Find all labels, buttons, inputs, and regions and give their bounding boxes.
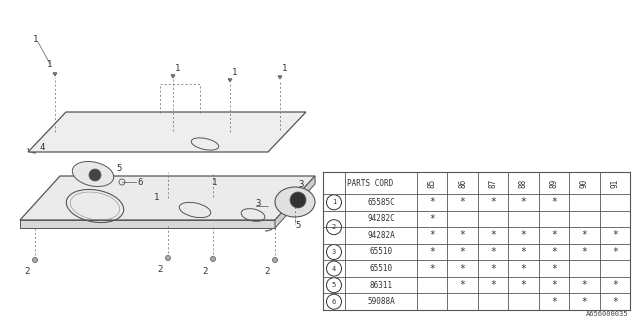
Text: 1: 1	[282, 63, 288, 73]
Text: 2: 2	[24, 268, 29, 276]
Text: 6: 6	[332, 299, 336, 305]
Text: *: *	[612, 247, 618, 257]
Text: A656000035: A656000035	[586, 311, 628, 317]
Text: *: *	[551, 197, 557, 207]
Text: 1: 1	[33, 35, 38, 44]
Circle shape	[33, 258, 38, 262]
Circle shape	[89, 169, 101, 181]
Text: 1: 1	[154, 194, 160, 203]
Text: *: *	[551, 230, 557, 240]
Text: 2: 2	[332, 224, 336, 230]
Text: 3: 3	[332, 249, 336, 255]
Text: 5: 5	[295, 221, 301, 230]
Text: *: *	[460, 197, 465, 207]
Text: *: *	[581, 247, 588, 257]
Text: 86: 86	[458, 178, 467, 188]
Ellipse shape	[275, 187, 315, 217]
Text: PARTS CORD: PARTS CORD	[347, 179, 393, 188]
Text: 90: 90	[580, 178, 589, 188]
Text: *: *	[520, 247, 527, 257]
Polygon shape	[20, 220, 275, 228]
Text: *: *	[460, 247, 465, 257]
Text: 65510: 65510	[369, 264, 392, 273]
Text: *: *	[429, 264, 435, 274]
Text: 1: 1	[47, 60, 52, 68]
Polygon shape	[20, 176, 315, 220]
Text: *: *	[520, 230, 527, 240]
Text: 2: 2	[202, 267, 208, 276]
Text: *: *	[429, 247, 435, 257]
Text: *: *	[551, 280, 557, 290]
Text: *: *	[429, 214, 435, 224]
Text: *: *	[490, 247, 496, 257]
Text: *: *	[520, 280, 527, 290]
Text: *: *	[460, 264, 465, 274]
Text: 88: 88	[519, 178, 528, 188]
Text: 1: 1	[175, 63, 180, 73]
Text: 94282C: 94282C	[367, 214, 395, 223]
Text: 91: 91	[611, 178, 620, 188]
Ellipse shape	[72, 162, 114, 187]
Text: *: *	[490, 264, 496, 274]
Text: *: *	[460, 280, 465, 290]
Text: 3: 3	[298, 180, 304, 188]
Text: *: *	[490, 280, 496, 290]
Polygon shape	[172, 75, 175, 78]
Text: 3: 3	[255, 199, 260, 209]
Text: *: *	[612, 230, 618, 240]
Text: *: *	[581, 230, 588, 240]
Text: *: *	[612, 280, 618, 290]
Text: 2: 2	[157, 266, 163, 275]
Text: *: *	[460, 230, 465, 240]
Text: *: *	[490, 197, 496, 207]
Text: 1: 1	[332, 199, 336, 205]
Text: *: *	[490, 230, 496, 240]
Polygon shape	[278, 76, 282, 79]
Text: *: *	[551, 264, 557, 274]
Polygon shape	[275, 176, 315, 228]
Circle shape	[290, 192, 306, 208]
Text: 89: 89	[549, 178, 559, 188]
Text: *: *	[429, 197, 435, 207]
Text: 65585C: 65585C	[367, 198, 395, 207]
Text: 65510: 65510	[369, 247, 392, 257]
Circle shape	[166, 255, 170, 260]
Text: 87: 87	[488, 178, 497, 188]
Text: *: *	[581, 297, 588, 307]
Polygon shape	[228, 79, 232, 82]
Text: 5: 5	[332, 282, 336, 288]
Text: *: *	[612, 297, 618, 307]
Text: 4: 4	[39, 142, 45, 151]
Circle shape	[273, 258, 278, 262]
Circle shape	[211, 257, 216, 261]
Text: *: *	[581, 280, 588, 290]
Text: 4: 4	[332, 266, 336, 272]
Text: 1: 1	[232, 68, 237, 76]
Text: *: *	[429, 230, 435, 240]
Text: 85: 85	[428, 178, 436, 188]
Text: 59088A: 59088A	[367, 297, 395, 306]
Polygon shape	[53, 73, 57, 76]
Polygon shape	[28, 112, 306, 152]
Text: 86311: 86311	[369, 281, 392, 290]
Text: *: *	[551, 247, 557, 257]
Text: 1: 1	[212, 178, 218, 187]
Text: 5: 5	[116, 164, 122, 172]
Text: *: *	[551, 297, 557, 307]
Text: *: *	[520, 264, 527, 274]
Text: 6: 6	[138, 178, 143, 187]
Text: 2: 2	[264, 268, 269, 276]
Text: *: *	[520, 197, 527, 207]
Text: 94282A: 94282A	[367, 231, 395, 240]
